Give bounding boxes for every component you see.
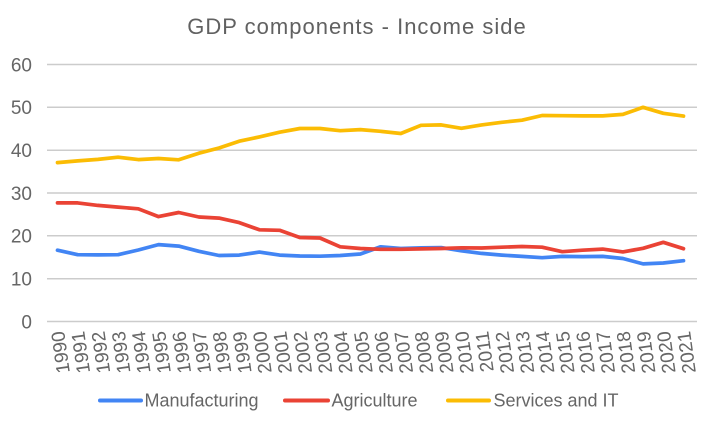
svg-text:60: 60 bbox=[11, 55, 32, 76]
svg-text:50: 50 bbox=[11, 98, 32, 119]
svg-text:GDP components - Income side: GDP components - Income side bbox=[187, 14, 526, 39]
svg-text:30: 30 bbox=[11, 184, 32, 205]
svg-text:Manufacturing: Manufacturing bbox=[145, 391, 259, 411]
svg-text:40: 40 bbox=[11, 141, 32, 162]
svg-text:Services and IT: Services and IT bbox=[494, 391, 619, 411]
svg-text:Agriculture: Agriculture bbox=[332, 391, 418, 411]
svg-text:10: 10 bbox=[11, 270, 32, 291]
svg-text:0: 0 bbox=[21, 312, 32, 333]
svg-text:20: 20 bbox=[11, 227, 32, 248]
